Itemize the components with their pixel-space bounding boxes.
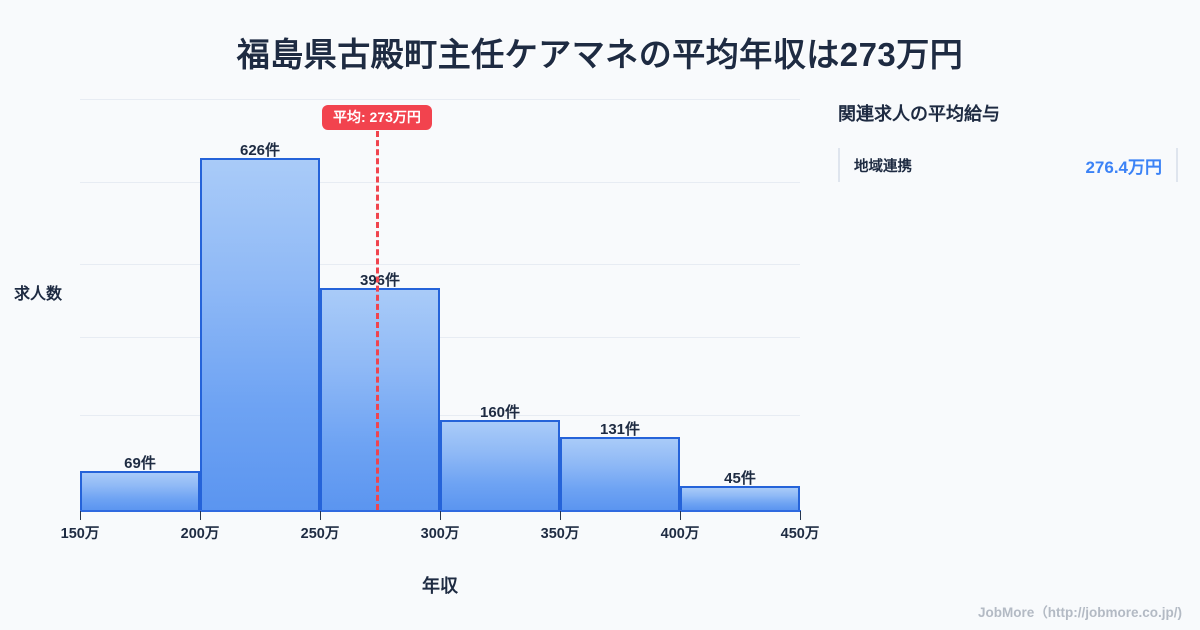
x-axis-tick bbox=[440, 511, 441, 520]
bar-label: 160件 bbox=[479, 404, 521, 421]
x-axis-tick bbox=[200, 511, 201, 520]
footer-attribution: JobMore（http://jobmore.co.jp/) bbox=[978, 605, 1182, 620]
bar-label: 626件 bbox=[239, 142, 281, 159]
plot-area bbox=[80, 99, 800, 510]
bar-200-250[interactable] bbox=[200, 158, 320, 512]
gridline bbox=[80, 337, 800, 338]
related-salary-panel: 関連求人の平均給与 地域連携 276.4万円 bbox=[838, 100, 1178, 182]
x-axis-tick bbox=[320, 511, 321, 520]
bar-label: 131件 bbox=[599, 421, 641, 438]
bar-400-450[interactable] bbox=[680, 486, 800, 512]
bar-350-400[interactable] bbox=[560, 437, 680, 512]
related-salary-title: 関連求人の平均給与 bbox=[838, 104, 1000, 124]
x-axis-tick-label: 250万 bbox=[300, 526, 340, 542]
gridline bbox=[80, 415, 800, 416]
x-axis-tick bbox=[560, 511, 561, 520]
gridline bbox=[80, 182, 800, 183]
salary-row[interactable]: 地域連携 276.4万円 bbox=[838, 148, 1178, 182]
x-axis-tick-label: 350万 bbox=[540, 526, 580, 542]
mean-badge: 平均: 273万円 bbox=[322, 105, 432, 130]
mean-dashed-line bbox=[376, 131, 379, 510]
x-axis-tick-label: 300万 bbox=[420, 526, 460, 542]
histogram-chart: 69件 626件 396件 160件 131件 45件 150万 200万 25… bbox=[14, 99, 819, 596]
bar-300-350[interactable] bbox=[440, 420, 560, 512]
bar-150-200[interactable] bbox=[80, 471, 200, 512]
x-axis-tick bbox=[800, 511, 801, 520]
page-title: 福島県古殿町主任ケアマネの平均年収は273万円 bbox=[236, 36, 964, 73]
bar-250-300[interactable] bbox=[320, 288, 440, 512]
y-axis-label: 求人数 bbox=[14, 286, 63, 303]
x-axis-label: 年収 bbox=[422, 576, 458, 596]
salary-row-name: 地域連携 bbox=[854, 158, 912, 175]
salary-row-value: 276.4万円 bbox=[1085, 157, 1162, 177]
bar-label: 396件 bbox=[359, 272, 401, 289]
x-axis-tick bbox=[680, 511, 681, 520]
x-axis-tick-label: 150万 bbox=[60, 526, 100, 542]
bar-label: 45件 bbox=[724, 470, 756, 487]
x-axis-tick bbox=[80, 511, 81, 520]
gridline bbox=[80, 264, 800, 265]
gridline bbox=[80, 99, 800, 100]
x-axis-tick-label: 200万 bbox=[180, 526, 220, 542]
x-axis-tick-label: 450万 bbox=[780, 526, 820, 542]
bar-label: 69件 bbox=[124, 455, 156, 472]
x-axis-tick-label: 400万 bbox=[660, 526, 700, 542]
